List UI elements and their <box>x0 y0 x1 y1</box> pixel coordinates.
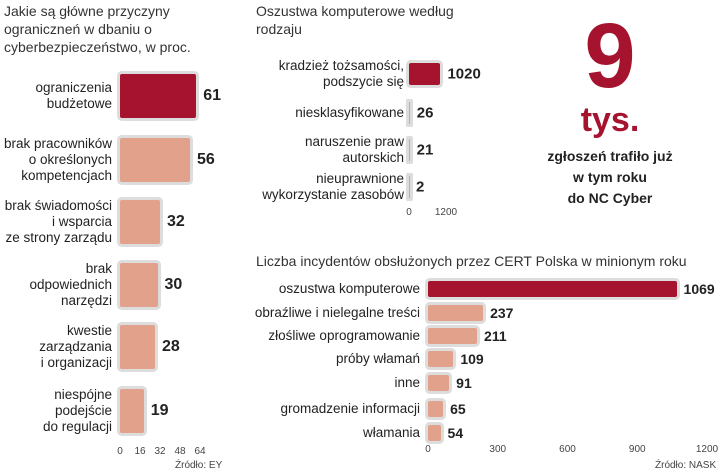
category-label: niesklasyfikowane <box>295 105 404 120</box>
bar <box>120 138 190 182</box>
x-tick-label: 1200 <box>434 207 458 218</box>
value-label: 54 <box>447 425 464 441</box>
category-label: próby włamań <box>335 351 420 366</box>
bar <box>120 200 160 244</box>
x-tick-label: 900 <box>628 444 646 455</box>
chart-title: Liczba incydentów obsłużonych przez CERT… <box>256 253 687 269</box>
value-label: 30 <box>164 276 183 293</box>
value-label: 61 <box>203 87 222 104</box>
category-label: obraźliwe i nielegalne treści <box>254 305 420 320</box>
chart-title: Jakie są główne przyczyny ograniczneń w … <box>4 3 191 55</box>
value-label: 65 <box>450 401 466 417</box>
value-label: 1020 <box>447 65 481 83</box>
bar <box>409 176 410 198</box>
category-label: brak odpowiednich narzędzi <box>29 261 112 308</box>
bar <box>120 263 158 307</box>
category-label: kwestie zarządzania i organizacji <box>39 323 112 370</box>
x-tick-label: 0 <box>406 207 412 218</box>
value-label: 237 <box>490 305 514 321</box>
category-label: złośliwe oprogramowanie <box>268 328 420 343</box>
x-tick-label: 64 <box>194 446 206 457</box>
value-label: 109 <box>460 351 484 367</box>
source: Źródło: EY <box>175 460 223 471</box>
x-tick-label: 0 <box>117 446 123 457</box>
bar <box>120 389 144 433</box>
bar <box>428 401 444 417</box>
category-label: niespójne podejście do regulacji <box>42 387 112 434</box>
category-label: brak świadomości i wsparcia ze strony za… <box>4 198 112 245</box>
x-tick-label: 600 <box>559 444 576 455</box>
value-label: 2 <box>416 178 425 196</box>
x-tick-label: 48 <box>174 446 186 457</box>
category-label: oszustwa komputerowe <box>278 281 420 296</box>
category-label: inne <box>394 375 420 390</box>
bar <box>428 281 677 297</box>
category-label: brak pracowników o określonych kompetenc… <box>3 136 112 183</box>
category-label: włamania <box>362 425 420 440</box>
bar <box>428 305 484 321</box>
x-tick-label: 300 <box>489 444 507 455</box>
bar <box>120 74 197 118</box>
x-tick-label: 16 <box>134 446 146 457</box>
callout-text: zgłoszeń trafiło już w tym roku do NC Cy… <box>547 148 673 206</box>
bar <box>428 351 454 367</box>
category-label: nieuprawnione wykorzystanie zasobów <box>262 171 404 202</box>
category-label: ograniczenia budżetowe <box>35 80 112 111</box>
value-label: 1069 <box>683 281 715 297</box>
value-label: 21 <box>416 141 434 159</box>
chart-title: Oszustwa komputerowe według rodzaju <box>256 3 454 37</box>
bar <box>409 63 441 85</box>
bar <box>409 139 410 161</box>
x-tick-label: 1200 <box>695 444 719 455</box>
value-label: 26 <box>416 104 434 122</box>
bar <box>428 375 450 391</box>
bar <box>428 328 478 344</box>
x-tick-label: 0 <box>425 444 431 455</box>
value-label: 56 <box>197 151 215 168</box>
source: Źródło: NASK <box>655 460 717 471</box>
category-label: gromadzenie informacji <box>280 401 420 416</box>
value-label: 32 <box>167 213 185 230</box>
bar <box>120 325 155 369</box>
category-label: naruszenie praw autorskich <box>304 134 404 165</box>
value-label: 28 <box>162 338 180 355</box>
x-tick-label: 32 <box>154 446 166 457</box>
value-label: 19 <box>150 402 169 419</box>
value-label: 211 <box>484 328 507 344</box>
bar <box>409 102 410 124</box>
category-label: kradzież tożsamości, podszycie się <box>278 58 404 89</box>
value-label: 91 <box>456 375 472 391</box>
bar <box>428 425 441 441</box>
callout-number: 9 <box>584 5 636 107</box>
callout-unit: tys. <box>580 101 640 139</box>
